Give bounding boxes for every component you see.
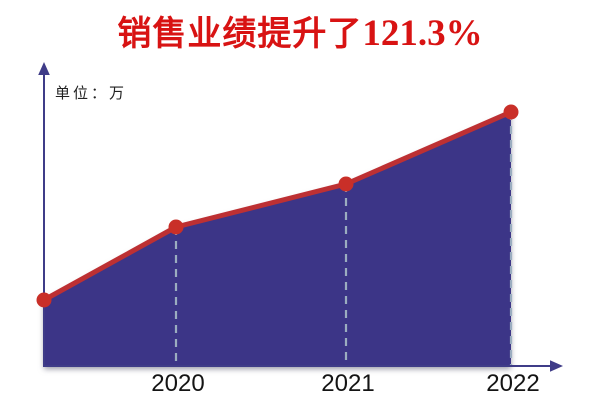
x-axis-arrowhead <box>550 360 563 372</box>
data-point-2022 <box>503 104 519 120</box>
title-number: 121.3% <box>362 13 483 54</box>
x-tick-2020: 2020 <box>151 370 205 397</box>
data-point-2020 <box>168 219 184 235</box>
chart-title: 销售业绩提升了121.3% <box>0 6 600 55</box>
data-point-2021 <box>338 176 354 192</box>
trend-line <box>41 109 514 303</box>
area-fill <box>44 112 511 367</box>
x-tick-2021: 2021 <box>321 370 375 397</box>
data-point-start <box>36 292 52 308</box>
title-text: 销售业绩提升了 <box>117 15 363 53</box>
y-axis-unit-label: 单位：万 <box>55 84 128 102</box>
y-axis-arrowhead <box>38 62 50 75</box>
x-tick-2022: 2022 <box>486 370 540 397</box>
